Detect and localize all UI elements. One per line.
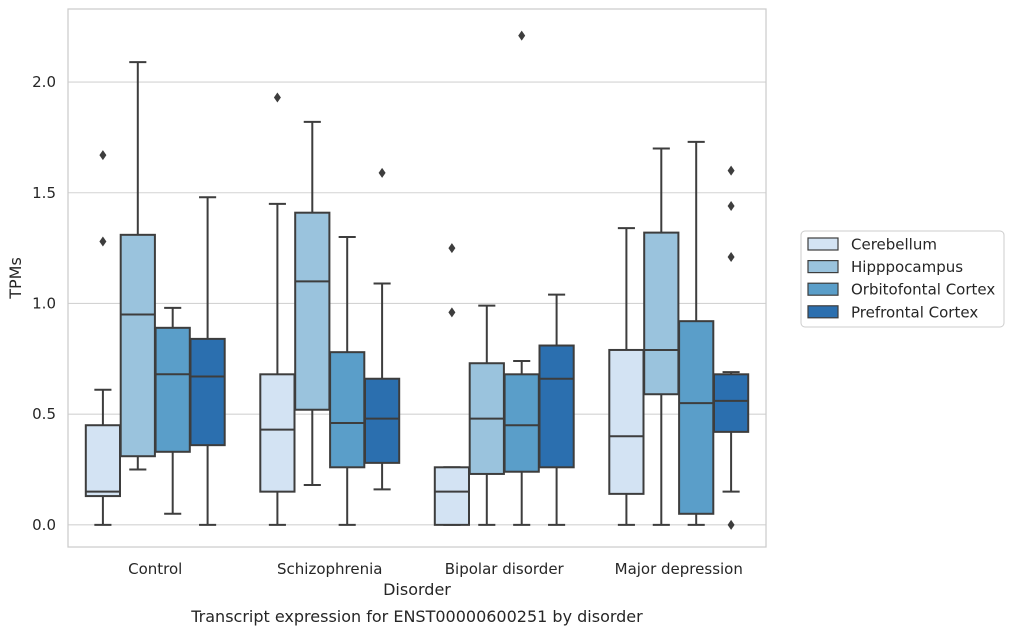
iqr-box [678,320,715,515]
box-group [259,92,296,526]
outlier-marker [99,150,107,161]
iqr-box [84,424,122,498]
iqr-box [189,337,226,447]
outlier-marker [448,307,456,318]
box-group [538,293,575,526]
iqr-box [294,211,331,411]
legend-swatch [807,260,839,274]
box-group [712,165,750,530]
outlier-marker [727,165,735,176]
x-tick-label: Control [128,560,182,578]
box-group [503,30,540,526]
iqr-box [363,377,401,464]
iqr-box [154,326,191,453]
iqr-box [433,466,471,526]
box-group [363,167,401,491]
tick-labels: 0.0 0.5 1.0 1.5 2.0 Control Schizophrenia Bipol… [32,73,743,578]
outlier-marker [727,251,735,262]
y-tick-label: 0.5 [32,405,56,423]
outlier-marker [273,92,281,103]
plot-frame [67,8,767,548]
box-group [468,304,505,526]
outlier-marker [727,519,735,530]
box-group [294,120,331,487]
boxes [84,30,750,530]
iqr-box [712,373,750,433]
box-group [643,147,680,526]
iqr-box [503,373,540,473]
outlier-marker [727,201,735,212]
box-group [678,140,715,526]
legend-swatch [807,237,839,251]
chart-caption: Transcript expression for ENST0000060025… [190,607,643,626]
box-group [608,227,645,526]
box-group [329,236,366,526]
box-group [119,61,156,471]
legend-swatch [807,282,839,296]
x-tick-label: Schizophrenia [277,560,382,578]
iqr-box [608,348,645,495]
x-axis-label: Disorder [383,580,451,599]
legend-label: Cerebellum [851,236,937,254]
legend-label: Prefrontal Cortex [851,303,978,321]
y-tick-label: 1.0 [32,294,56,312]
outlier-marker [378,167,386,178]
iqr-box [259,373,296,493]
box-group [84,150,122,526]
y-tick-label: 0.0 [32,516,56,534]
iqr-box [119,233,156,458]
legend-label: Orbitofontal Cortex [851,281,995,299]
box-group [154,306,191,515]
outlier-marker [448,243,456,254]
x-tick-label: Major depression [615,560,743,578]
x-tick-label: Bipolar disorder [445,560,565,578]
legend-swatch [807,305,839,319]
y-tick-label: 1.5 [32,184,56,202]
y-axis-label: TPMs [6,257,25,300]
box-group [433,243,471,526]
iqr-box [643,231,680,396]
outlier-marker [99,236,107,247]
box-group [189,196,226,526]
iqr-box [329,351,366,469]
legend-label: Hipppocampus [851,258,963,276]
legend: Cerebellum Hipppocampus Orbitofontal Corte… [800,230,1005,328]
outlier-marker [518,30,526,41]
y-tick-label: 2.0 [32,73,56,91]
iqr-box [538,344,575,469]
legend-frame [800,230,1005,328]
